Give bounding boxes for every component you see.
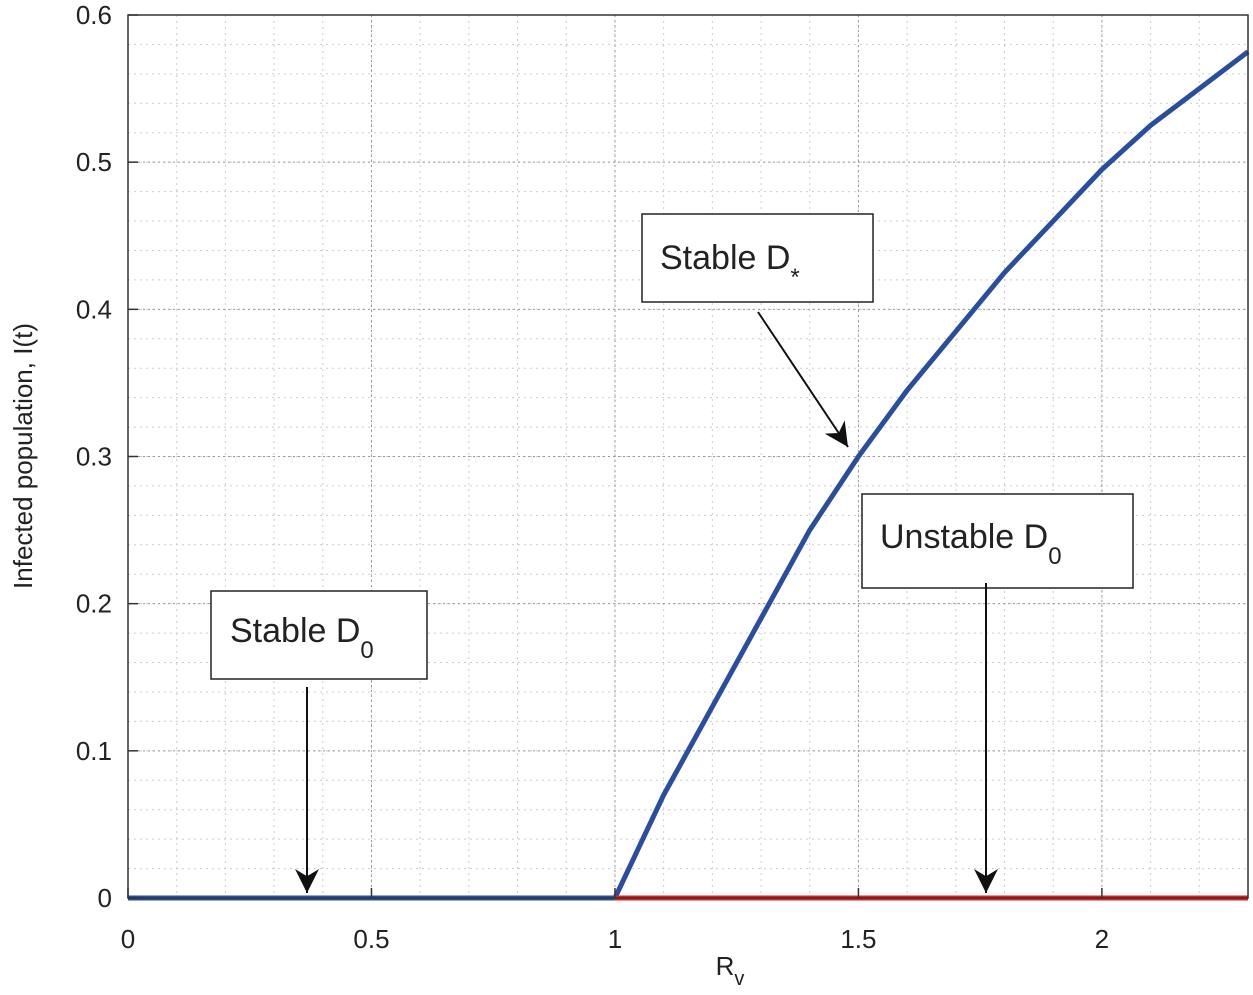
annotation-text: Stable D (230, 612, 360, 650)
annotation-sub: 0 (1048, 543, 1061, 570)
x-tick-label: 1 (608, 924, 622, 954)
grid (127, 14, 1248, 899)
y-tick-label: 0.3 (76, 442, 112, 472)
annotation: Unstable D0 (880, 518, 1062, 570)
x-tick-label: 0.5 (353, 924, 389, 954)
x-axis-label: Rv (716, 951, 745, 990)
y-tick-label: 0.2 (76, 589, 112, 619)
annotation-box (210, 590, 428, 680)
y-tick-label: 0.6 (76, 0, 112, 30)
x-tick-label: 0 (121, 924, 135, 954)
y-axis-label: Infected population, I(t) (8, 323, 38, 589)
y-tick-label: 0.4 (76, 294, 112, 324)
y-tick-label: 0 (98, 883, 112, 913)
x-axis-label-sub: v (734, 968, 744, 990)
annotation-text: Unstable D (880, 518, 1048, 556)
y-tick-label: 0.1 (76, 736, 112, 766)
annotation: Stable D* (660, 239, 800, 291)
annotation-box (641, 213, 874, 303)
y-tick-label: 0.5 (76, 147, 112, 177)
marks (128, 49, 1250, 901)
x-tick-label: 2 (1095, 924, 1109, 954)
annotation-text: Stable D (660, 239, 790, 277)
annotation: Stable D0 (230, 612, 374, 664)
annotation-box (861, 493, 1134, 589)
x-axis-label-main: R (716, 951, 735, 981)
annotation-sub: 0 (360, 637, 373, 664)
annotation-sub: * (790, 264, 799, 291)
x-tick-label: 1.5 (840, 924, 876, 954)
annotation-arrow (757, 311, 849, 448)
data-line (612, 49, 1250, 900)
labels: 0 0.5 1 1.5 2 0 0.1 0.2 0.3 0.4 0.5 0.6 Rv Infected p… (8, 0, 1134, 990)
